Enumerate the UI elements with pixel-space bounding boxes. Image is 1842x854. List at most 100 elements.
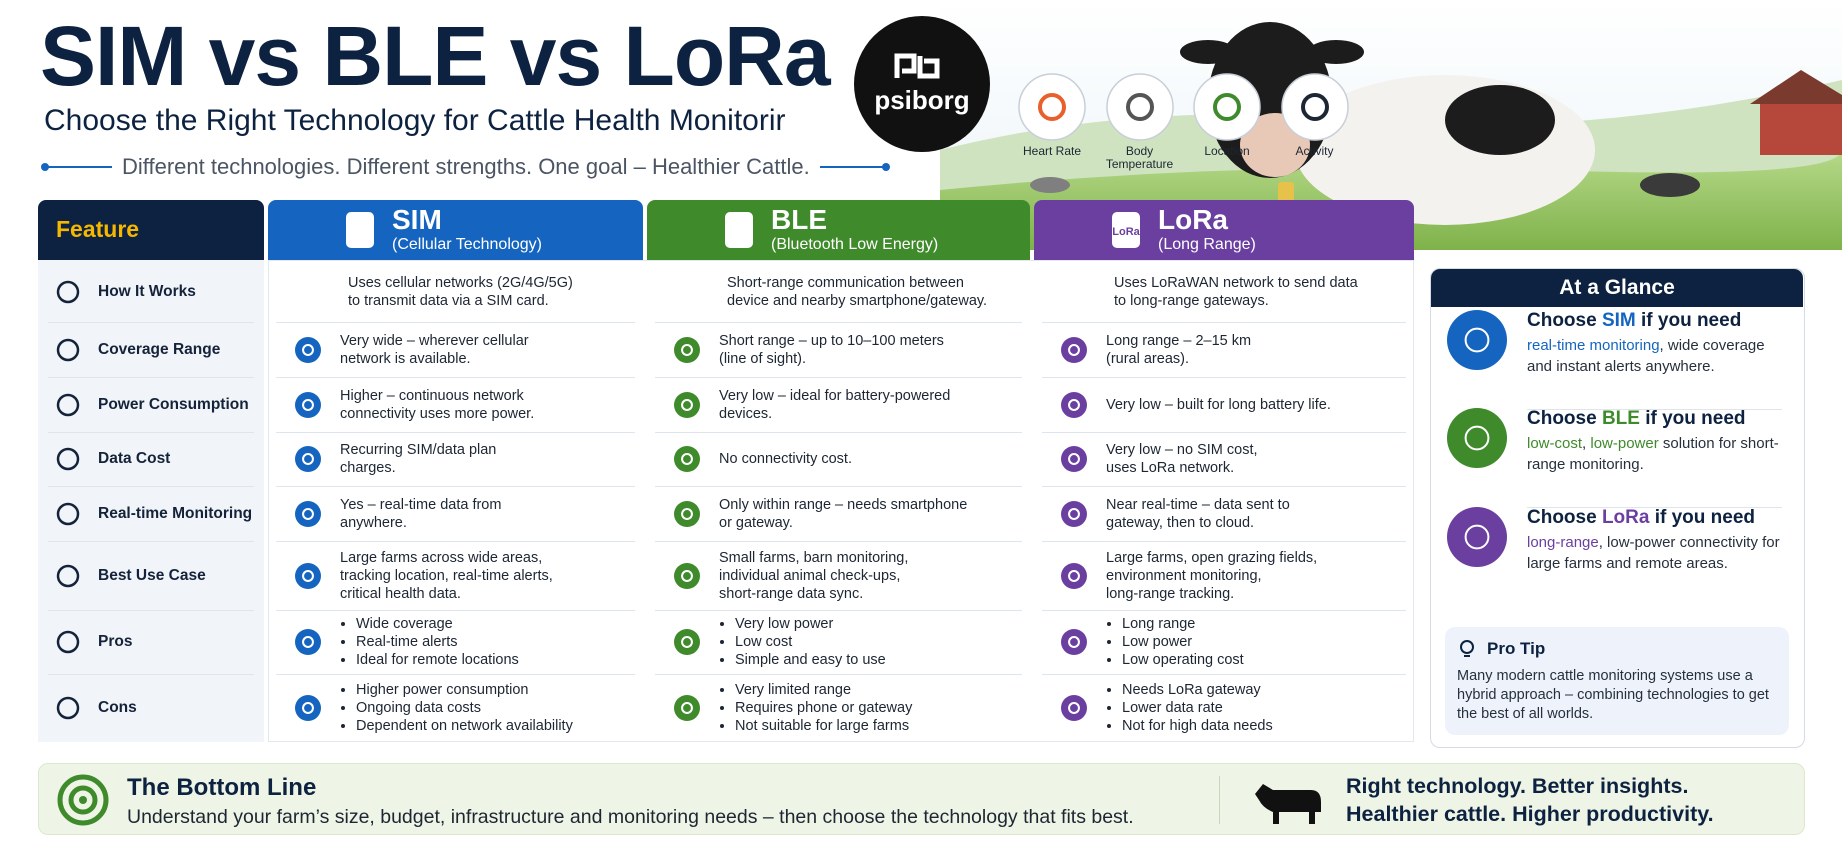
cell: Short-range communication between device … (727, 262, 1030, 322)
column-name: LoRa (1158, 204, 1228, 235)
cow-patch (1445, 85, 1555, 155)
cell: Wide coverageReal-time alertsIdeal for r… (340, 610, 635, 674)
feature-name: Coverage Range (98, 322, 220, 377)
bulb-icon (1460, 640, 1474, 657)
icon-glyph (681, 507, 693, 520)
column-name: BLE (771, 204, 827, 235)
text-line: Uses cellular networks (2G/4G/5G) (348, 275, 573, 291)
row-separator (48, 486, 254, 487)
cell: Very low – ideal for battery-powered devi… (719, 377, 1022, 432)
cell: Recurring SIM/data plan charges. (340, 432, 635, 486)
cell-icon (295, 500, 321, 527)
metric-icon (1280, 73, 1349, 141)
bullseye (79, 796, 87, 804)
cell-icon (295, 562, 321, 589)
metric-ring (1018, 73, 1086, 141)
bullet: Very low power (735, 615, 886, 633)
text-line: connectivity uses more power. (340, 405, 535, 422)
text-line: devices. (719, 405, 773, 422)
row-separator (276, 610, 635, 611)
cow-ear (1180, 40, 1236, 64)
text-line: environment monitoring, (1106, 567, 1262, 584)
small-cow (1640, 173, 1700, 197)
subtitle: Choose the Right Technology for Cattle H… (44, 104, 786, 137)
feature-icon (56, 502, 80, 525)
column-icon-shape (1112, 212, 1140, 248)
icon-glyph (681, 636, 693, 648)
text-line: Very low – no SIM cost, (1106, 442, 1258, 458)
text-line: charges. (340, 460, 396, 476)
feature-icon (56, 393, 80, 416)
row-separator (276, 674, 635, 675)
row-separator (655, 610, 1022, 611)
cell-text: Very low – ideal for battery-powered devi… (719, 387, 950, 423)
metric-icon (1018, 73, 1086, 141)
feature-header: Feature (38, 200, 264, 260)
cell: Higher – continuous network connectivity … (340, 377, 635, 432)
feature-name: Best Use Case (98, 541, 206, 610)
metric-ring (1193, 73, 1261, 141)
column-header: BLE (Bluetooth Low Energy) (647, 200, 1030, 260)
row-separator (48, 610, 254, 611)
target-icon (57, 774, 109, 826)
text-line: Recurring SIM/data plan (340, 442, 497, 458)
feature-label: Power Consumption (98, 395, 249, 413)
row-separator (1042, 541, 1406, 542)
row-separator (1042, 377, 1406, 378)
collar-tag (1278, 182, 1294, 202)
text-line: network is available. (340, 350, 471, 367)
column-subtitle: (Long Range) (1158, 236, 1256, 253)
column-subtitle: (Cellular Technology) (392, 236, 542, 253)
feature-icon (56, 564, 80, 587)
glance-prefix: Choose (1527, 408, 1602, 429)
cell-icon (1061, 391, 1087, 418)
icon-bg (295, 629, 321, 655)
pro-tip-text: Many modern cattle monitoring systems us… (1457, 668, 1769, 722)
glance-tech: LoRa (1601, 507, 1650, 528)
cell-text: Very low – built for long battery life. (1106, 396, 1331, 414)
icon-bg (1447, 507, 1507, 567)
bullet: Requires phone or gateway (735, 699, 912, 717)
cell-icon (674, 695, 700, 721)
barn-roof (1750, 70, 1842, 104)
column-icon-shape (346, 212, 374, 248)
row-separator (276, 432, 635, 433)
cow-scene (940, 0, 1842, 250)
text-line: No connectivity cost. (719, 451, 852, 467)
cell-icon (295, 446, 321, 472)
metric-ring (1280, 73, 1349, 141)
row-separator (48, 432, 254, 433)
feature-icon-shape (56, 630, 80, 654)
feature-icon (56, 280, 80, 304)
icon-bg (295, 562, 321, 589)
feature-icon-shape (56, 696, 80, 720)
icon-glyph (302, 702, 314, 714)
tagline: Different technologies. Different streng… (122, 154, 810, 179)
feature-icon-shape (56, 393, 80, 416)
text-line: Large farms across wide areas, (340, 549, 543, 566)
column-icon-shape (725, 212, 753, 248)
cell: Uses cellular networks (2G/4G/5G) to tran… (348, 262, 643, 322)
icon-bg (1061, 695, 1087, 721)
metric-icon (1193, 73, 1261, 141)
feature-icon-shape (56, 280, 80, 304)
row-separator (48, 674, 254, 675)
cell: Yes – real-time data from anywhere. (340, 486, 635, 541)
bullet: Not suitable for large farms (735, 717, 912, 735)
glance-suffix: if you need (1635, 310, 1742, 331)
text-line: Very wide – wherever cellular (340, 332, 529, 349)
glance-title: At a Glance (1431, 269, 1803, 307)
glance-detail: low-cost, low-power solution for short-r… (1527, 433, 1787, 475)
row-separator (655, 674, 1022, 675)
cell-icon (295, 391, 321, 418)
bullet: Dependent on network availability (356, 717, 573, 735)
cell-icon (295, 629, 321, 655)
icon-glyph (1068, 507, 1080, 520)
column-icon (346, 212, 374, 248)
cell: Small farms, barn monitoring, individual … (719, 541, 1022, 610)
cell-icon (674, 391, 700, 418)
glance-tech: BLE (1601, 408, 1640, 429)
metric-glyph (1125, 93, 1154, 121)
cell-icon (674, 336, 700, 363)
bullet: Not for high data needs (1122, 717, 1273, 735)
